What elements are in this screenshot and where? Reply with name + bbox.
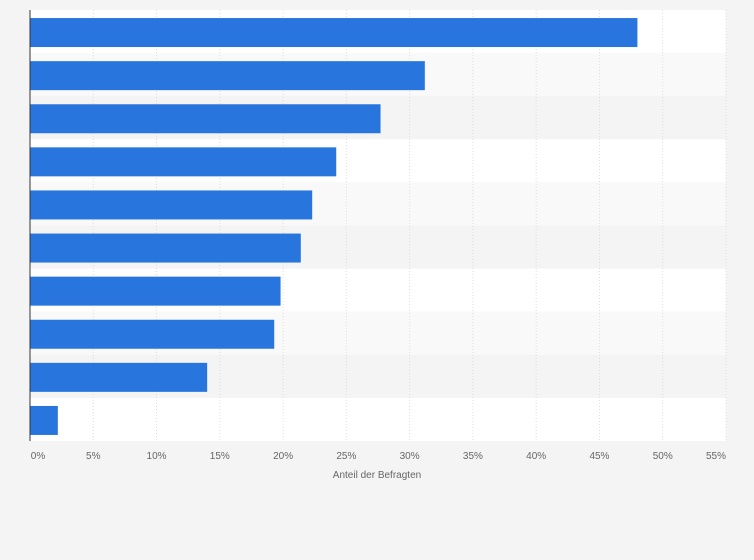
x-tick-label: 0% xyxy=(31,451,46,462)
x-tick-label: 5% xyxy=(86,451,101,462)
x-tick-label: 45% xyxy=(589,451,609,462)
x-tick-label: 15% xyxy=(210,451,230,462)
bar[interactable] xyxy=(30,190,313,220)
x-tick-label: 10% xyxy=(147,451,167,462)
x-tick-label: 30% xyxy=(400,451,420,462)
bar[interactable] xyxy=(30,18,638,48)
x-tick-label: 20% xyxy=(273,451,293,462)
x-tick-labels: 0% 5% 10% 15% 20% 25% 30% 35% 40% 45% 50% 55% xyxy=(31,451,726,462)
row-band xyxy=(30,397,726,441)
x-tick-label: 25% xyxy=(336,451,356,462)
x-tick-label: 35% xyxy=(463,451,483,462)
x-axis-title: Anteil der Befragten xyxy=(333,470,421,481)
bar[interactable] xyxy=(30,104,381,134)
bar[interactable] xyxy=(30,319,275,349)
bar[interactable] xyxy=(30,276,281,306)
bar[interactable] xyxy=(30,233,301,263)
x-tick-label: 40% xyxy=(526,451,546,462)
bars xyxy=(30,18,638,435)
x-tick-label: 55% xyxy=(706,451,726,462)
bar[interactable] xyxy=(30,362,208,392)
x-tick-label: 50% xyxy=(653,451,673,462)
bar[interactable] xyxy=(30,61,425,91)
bar[interactable] xyxy=(30,405,58,435)
bar[interactable] xyxy=(30,147,337,177)
